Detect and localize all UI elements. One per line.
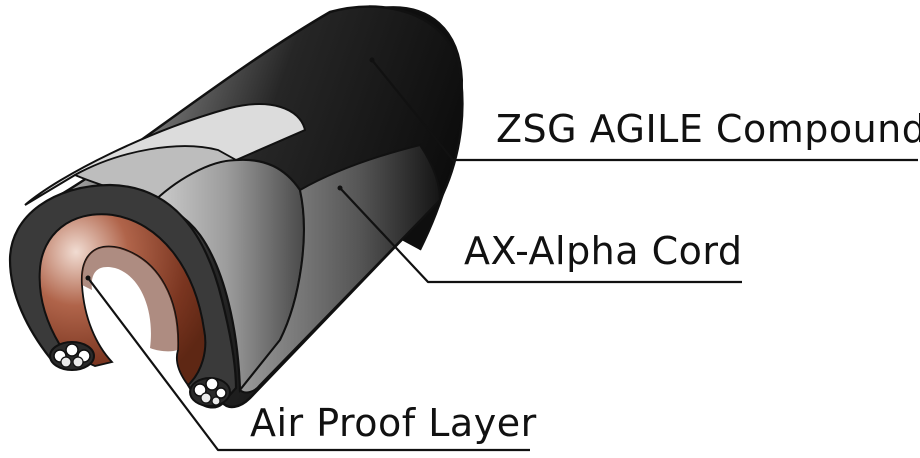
sidewall-right <box>238 143 442 394</box>
label-ax-alpha-cord: AX-Alpha Cord <box>464 229 743 273</box>
tire-illustration <box>8 5 464 409</box>
left-bead-bundle <box>49 341 95 371</box>
leader-compound <box>369 57 918 162</box>
liner-inner-shadow <box>81 246 179 352</box>
leader-cord <box>337 185 742 284</box>
leader-air-layer <box>85 275 530 452</box>
right-bead-bundle <box>189 377 231 407</box>
label-zsg-agile-compound: ZSG AGILE Compound <box>496 107 920 151</box>
label-air-proof-layer: Air Proof Layer <box>250 401 537 445</box>
